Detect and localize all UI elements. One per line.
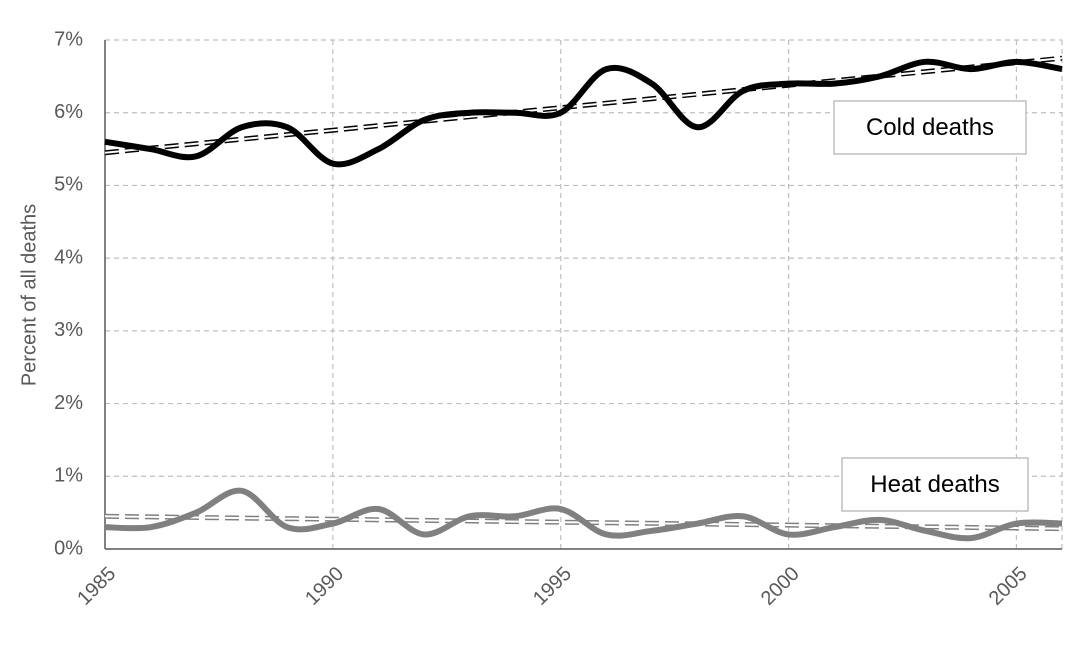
y-axis-label: Percent of all deaths [18, 204, 40, 386]
y-tick-label: 0% [54, 537, 83, 559]
y-tick-label: 5% [54, 174, 83, 196]
y-tick-label: 1% [54, 465, 83, 487]
trend-line-inner [104, 57, 1063, 154]
y-tick-label: 4% [54, 246, 83, 268]
y-tick-label: 2% [54, 392, 83, 414]
x-tick-label: 1985 [73, 563, 120, 610]
series-line [104, 58, 1063, 168]
y-tick-label: 7% [54, 28, 83, 50]
series-line [104, 487, 1063, 542]
series-label: Heat deaths [870, 471, 999, 498]
x-tick-label: 2005 [985, 563, 1032, 610]
series-label: Cold deaths [866, 114, 994, 141]
x-tick-label: 2000 [757, 563, 804, 610]
y-tick-label: 6% [54, 101, 83, 123]
series-label-box [833, 100, 1027, 155]
x-tick-label: 1990 [301, 563, 348, 610]
x-tick-label: 1995 [529, 563, 576, 610]
series-label-box [841, 457, 1029, 512]
y-tick-label: 3% [54, 319, 83, 341]
